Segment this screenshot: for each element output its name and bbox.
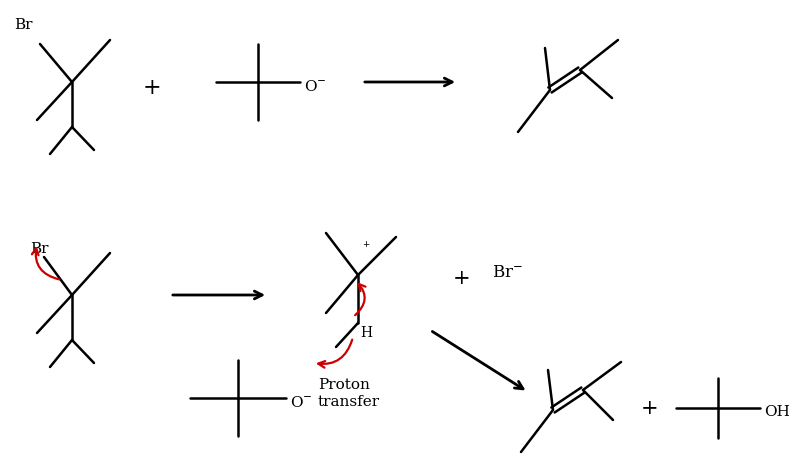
- Text: Br$^{-}$: Br$^{-}$: [492, 264, 523, 280]
- Text: O$^{-}$: O$^{-}$: [304, 78, 326, 93]
- Text: +: +: [641, 399, 659, 417]
- Text: $^{+}$: $^{+}$: [362, 241, 370, 254]
- Text: Br: Br: [14, 18, 33, 32]
- Text: OH: OH: [764, 405, 790, 419]
- Text: Br: Br: [30, 242, 49, 256]
- Text: O$^{-}$: O$^{-}$: [290, 394, 313, 409]
- Text: H: H: [360, 326, 372, 340]
- Text: Proton: Proton: [318, 378, 370, 392]
- Text: transfer: transfer: [318, 395, 380, 409]
- Text: +: +: [453, 268, 471, 287]
- Text: +: +: [142, 77, 162, 99]
